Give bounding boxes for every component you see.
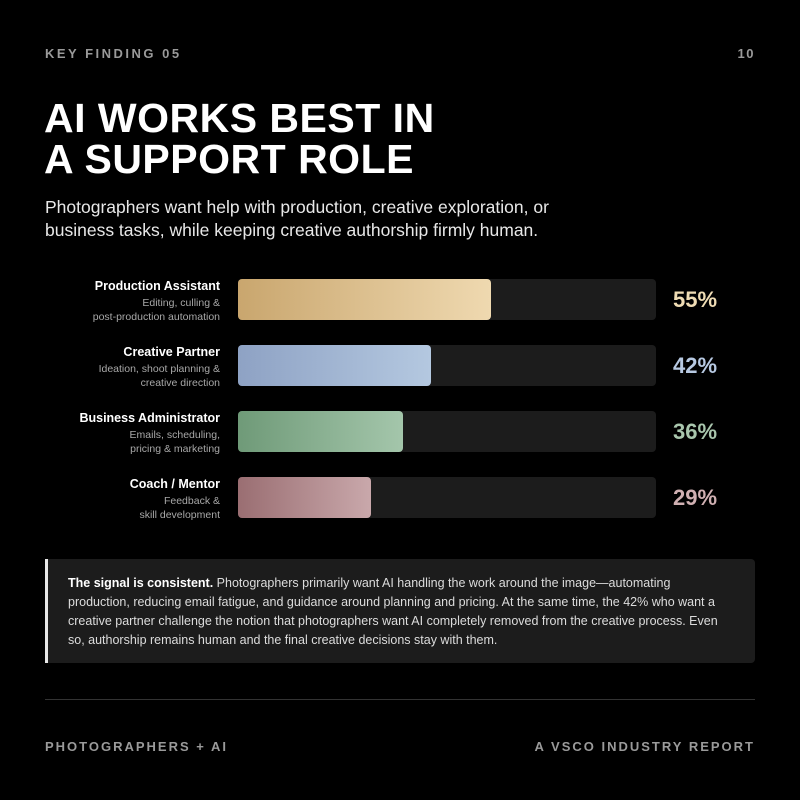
description-line: skill development [139, 509, 220, 521]
kicker: KEY FINDING 05 [45, 46, 182, 61]
category-label: Business Administrator Emails, scheduling… [20, 411, 220, 456]
bar-track [238, 411, 656, 452]
category-name: Production Assistant [94, 279, 220, 293]
bar-track [238, 279, 656, 320]
description-line: post-production automation [92, 311, 220, 323]
bar [238, 411, 404, 452]
subtitle: Photographers want help with production,… [45, 197, 549, 240]
description-line: pricing & marketing [130, 443, 220, 455]
description-line: Feedback & [163, 495, 220, 507]
category-name: Business Administrator [79, 411, 220, 425]
category-description: Emails, scheduling, pricing & marketing [20, 428, 220, 456]
bar-track [238, 477, 656, 518]
callout-box: The signal is consistent. Photographers … [45, 559, 755, 663]
category-description: Feedback & skill development [20, 494, 220, 522]
footer-left: PHOTOGRAPHERS + AI [45, 739, 228, 754]
callout-lead: The signal is consistent. [68, 576, 214, 590]
title-line: A SUPPORT ROLE [44, 136, 414, 182]
category-label: Coach / Mentor Feedback & skill developmen… [20, 477, 220, 522]
bar-row: Creative Partner Ideation, shoot planning… [0, 345, 800, 390]
footer-right: A VSCO INDUSTRY REPORT [534, 739, 755, 754]
description-line: creative direction [140, 377, 220, 389]
bar [238, 345, 431, 386]
category-description: Ideation, shoot planning & creative direc… [20, 362, 220, 390]
bar-track [238, 345, 656, 386]
category-name: Coach / Mentor [129, 477, 220, 491]
bar-row: Coach / Mentor Feedback & skill developmen… [0, 477, 800, 522]
category-label: Creative Partner Ideation, shoot planning… [20, 345, 220, 390]
value-label: 29% [673, 485, 718, 510]
value-label: 55% [673, 287, 718, 312]
bar-row: Production Assistant Editing, culling & po… [0, 279, 800, 324]
callout-body: Photographers primarily want AI handling… [68, 576, 718, 647]
bar-row: Business Administrator Emails, scheduling… [0, 411, 800, 456]
category-description: Editing, culling & post-production automa… [20, 296, 220, 324]
category-name: Creative Partner [123, 345, 220, 359]
description-line: Editing, culling & [142, 297, 220, 309]
page-number: 10 [737, 46, 755, 61]
bar [238, 477, 372, 518]
title-line: AI WORKS BEST IN [44, 95, 435, 141]
description-line: Ideation, shoot planning & [98, 363, 220, 375]
category-label: Production Assistant Editing, culling & po… [20, 279, 220, 324]
value-label: 36% [673, 419, 718, 444]
page-title: AI WORKS BEST IN A SUPPORT ROLE [44, 98, 604, 180]
bar [238, 279, 491, 320]
value-label: 42% [673, 353, 718, 378]
divider [45, 699, 755, 700]
description-line: Emails, scheduling, [129, 429, 220, 441]
